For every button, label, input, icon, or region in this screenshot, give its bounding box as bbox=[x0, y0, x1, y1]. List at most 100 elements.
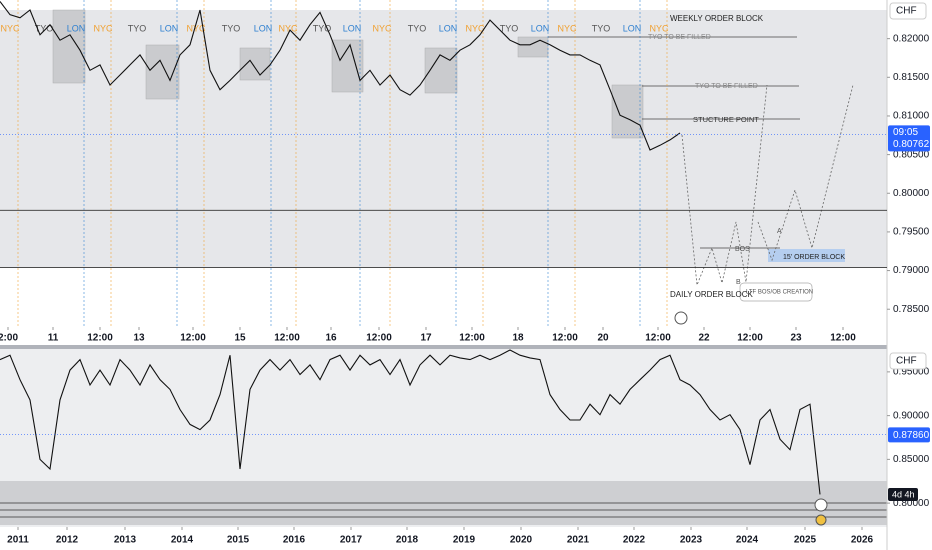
x-tick-label: 2012 bbox=[56, 535, 79, 546]
x-tick-label: 12:00 bbox=[830, 333, 856, 344]
annotation: DAILY ORDER BLOCK bbox=[670, 290, 754, 299]
x-tick-label: 2014 bbox=[171, 535, 194, 546]
last-price: 0.80762 bbox=[893, 139, 930, 150]
session-label: TYO bbox=[592, 23, 611, 33]
y-tick-label: 0.82000 bbox=[893, 33, 930, 44]
y-tick-label: 0.85000 bbox=[893, 454, 930, 465]
session-label: TYO bbox=[35, 23, 54, 33]
x-tick-label: 2016 bbox=[283, 535, 306, 546]
annotation-lines bbox=[548, 36, 813, 302]
x-tick-label: 2024 bbox=[736, 535, 759, 546]
x-tick-label: 23 bbox=[790, 333, 802, 344]
x-tick-label: 12:00 bbox=[87, 333, 113, 344]
session-label: LON bbox=[531, 23, 550, 33]
session-label: TYO bbox=[222, 23, 241, 33]
session-label: LON bbox=[254, 23, 273, 33]
x-tick-label: 2025 bbox=[794, 535, 817, 546]
x-tick-label: 2021 bbox=[567, 535, 590, 546]
x-tick-label: 17 bbox=[420, 333, 432, 344]
x-tick-label: 2020 bbox=[510, 535, 533, 546]
annotation: 15' ORDER BLOCK bbox=[783, 254, 845, 261]
session-label: NYC bbox=[649, 23, 669, 33]
last-price: 0.87860 bbox=[893, 430, 930, 441]
session-label: LON bbox=[67, 23, 86, 33]
currency-box bbox=[889, 352, 927, 370]
time-label: 09:05 bbox=[893, 127, 918, 138]
x-tick-label: 2017 bbox=[340, 535, 363, 546]
icon[interactable] bbox=[814, 498, 828, 512]
session-label: NYC bbox=[0, 23, 20, 33]
x-tick-label: 16 bbox=[325, 333, 337, 344]
separator bbox=[0, 345, 932, 349]
x-tick-label: 12:00 bbox=[274, 333, 300, 344]
currency: CHF bbox=[896, 356, 917, 367]
session-label: LON bbox=[439, 23, 458, 33]
annotation: A bbox=[777, 228, 782, 235]
y-tick-label: 0.80000 bbox=[893, 498, 930, 509]
x-tick-label: 18 bbox=[512, 333, 524, 344]
x-tick-label: 2019 bbox=[453, 535, 476, 546]
zone-lines bbox=[0, 502, 887, 518]
session-label: NYC bbox=[93, 23, 113, 33]
price-line bbox=[0, 1, 681, 151]
session-label: NYC bbox=[278, 23, 298, 33]
x-tick-label: 12:00 bbox=[180, 333, 206, 344]
y-tick-label: 0.79000 bbox=[893, 265, 930, 276]
annotation: STUCTURE POINT bbox=[693, 115, 759, 124]
y-tick-label: 0.80500 bbox=[893, 149, 930, 160]
icon[interactable] bbox=[815, 514, 827, 526]
y-tick-label: 0.90000 bbox=[893, 410, 930, 421]
y-tick-label: 0.80000 bbox=[893, 188, 930, 199]
session-label: LON bbox=[623, 23, 642, 33]
currency: CHF bbox=[896, 6, 917, 17]
x-tick-label: 2022 bbox=[623, 535, 646, 546]
y-tick-label: 0.81000 bbox=[893, 111, 930, 122]
session-label: NYC bbox=[372, 23, 392, 33]
countdown-box bbox=[888, 488, 918, 501]
countdown: 4d 4h bbox=[892, 489, 915, 499]
session-label: TYO bbox=[408, 23, 427, 33]
x-tick-label: 2015 bbox=[227, 535, 250, 546]
x-tick-label: 15 bbox=[234, 333, 246, 344]
annotation: TYO TO BE FILLED bbox=[648, 34, 711, 41]
x-tick-label: 22 bbox=[698, 333, 710, 344]
x-tick-label: 12:00 bbox=[459, 333, 485, 344]
annotation: B bbox=[736, 279, 741, 286]
price-box bbox=[888, 125, 930, 152]
annotation: LTF BOS/OB CREATION bbox=[746, 290, 813, 296]
session-label: NYC bbox=[557, 23, 577, 33]
y-tick-label: 0.95000 bbox=[893, 367, 930, 378]
y-tick-label: 0.81500 bbox=[893, 72, 930, 83]
session-label: NYC bbox=[465, 23, 485, 33]
icon[interactable] bbox=[674, 311, 688, 325]
x-tick-label: 2:00 bbox=[0, 333, 18, 344]
session-label: LON bbox=[343, 23, 362, 33]
x-tick-label: 2023 bbox=[680, 535, 703, 546]
annotation: WEEKLY ORDER BLOCK bbox=[670, 14, 764, 23]
price-line bbox=[0, 349, 821, 495]
x-tick-label: 13 bbox=[133, 333, 145, 344]
price-axis bbox=[887, 0, 932, 550]
x-tick-label: 2026 bbox=[851, 535, 874, 546]
annotation: TYO TO BE FILLED bbox=[695, 83, 758, 90]
session-label: TYO bbox=[500, 23, 519, 33]
x-tick-label: 12:00 bbox=[645, 333, 671, 344]
x-tick-label: 2011 bbox=[7, 535, 29, 546]
x-tick-label: 12:00 bbox=[366, 333, 392, 344]
annotation: BOS bbox=[735, 246, 750, 253]
price-box bbox=[888, 427, 930, 443]
x-tick-label: 11 bbox=[48, 333, 59, 344]
session-label: NYC bbox=[186, 23, 206, 33]
x-tick-label: 12:00 bbox=[737, 333, 763, 344]
ob-15 bbox=[768, 249, 845, 262]
currency-box bbox=[889, 2, 927, 20]
x-tick-label: 20 bbox=[597, 333, 609, 344]
session-label: TYO bbox=[313, 23, 332, 33]
x-tick-label: 2013 bbox=[114, 535, 137, 546]
x-tick-label: 2018 bbox=[396, 535, 419, 546]
x-tick-label: 12:00 bbox=[552, 333, 578, 344]
y-tick-label: 0.79500 bbox=[893, 227, 930, 238]
session-label: TYO bbox=[128, 23, 147, 33]
session-label: LON bbox=[160, 23, 179, 33]
